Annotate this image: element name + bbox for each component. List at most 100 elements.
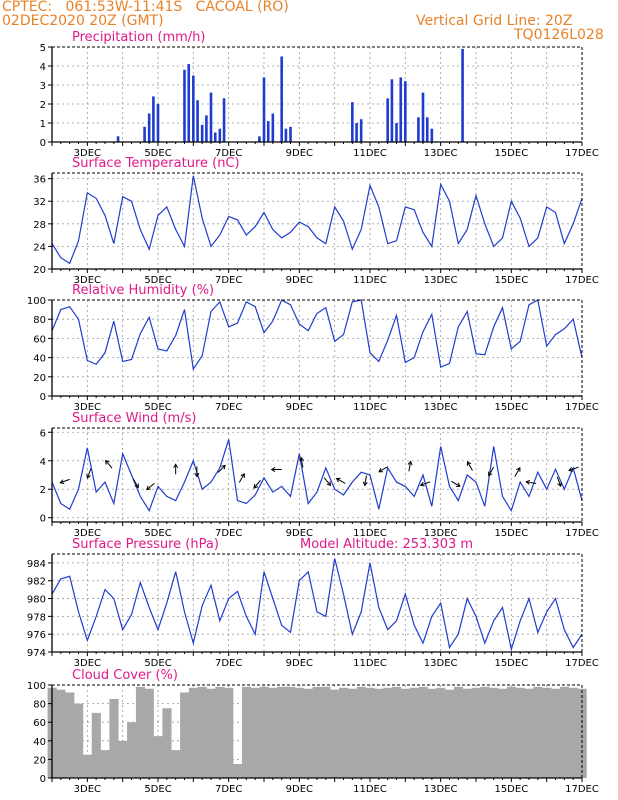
precip-bar <box>183 69 186 142</box>
y-tick-label: 24 <box>33 242 46 253</box>
cloud-bar <box>162 708 172 778</box>
wind-vector-head <box>105 459 110 465</box>
pres-series-line <box>51 558 583 652</box>
y-tick-label: 982 <box>27 577 46 588</box>
precip-bar <box>143 126 146 142</box>
cloud-bar <box>551 688 561 778</box>
x-tick-label: 15DEC <box>494 784 528 795</box>
wind-vector <box>300 457 304 468</box>
header-code: TQ0126L028 <box>514 27 604 43</box>
cloud-bar <box>188 687 199 778</box>
cloud-bar <box>56 689 66 778</box>
y-tick-label: 980 <box>27 595 46 606</box>
cloud-bar <box>286 686 296 778</box>
wind-vector <box>451 480 461 487</box>
cloud-bar <box>374 688 384 778</box>
precip-bar <box>399 77 403 142</box>
wind-vector <box>336 478 346 484</box>
y-tick-label: 28 <box>33 220 46 231</box>
wind-vector <box>378 466 388 473</box>
x-tick-label: 11DEC <box>353 658 387 669</box>
y-tick-label: 6 <box>40 428 46 439</box>
wind-vector-head <box>378 467 384 473</box>
cloud-bar <box>277 686 287 778</box>
x-tick-label: 15DEC <box>494 402 528 413</box>
wind-vector-head <box>270 467 276 472</box>
precip-bar <box>404 81 407 142</box>
x-tick-label: 11DEC <box>353 148 387 159</box>
panel-title-temp: Surface Temperature (nC) <box>72 156 240 171</box>
cloud-bar <box>206 688 216 778</box>
wind-vector-head <box>516 466 521 472</box>
cloud-bar <box>153 736 163 778</box>
precip-bar <box>289 126 292 142</box>
x-tick-label: 7DEC <box>215 528 242 539</box>
wind-vector <box>217 465 226 473</box>
wind-vector-head <box>568 467 574 472</box>
y-tick-label: 3 <box>40 81 46 92</box>
y-tick-label: 2 <box>40 485 46 496</box>
wind-vector-head <box>240 473 245 478</box>
precip-bar <box>390 79 394 142</box>
precip-bar <box>355 123 358 142</box>
x-tick-label: 7DEC <box>215 275 242 286</box>
precip-bar <box>417 117 420 142</box>
cloud-bar <box>515 687 525 778</box>
cloud-bar <box>215 686 225 778</box>
precip-bar <box>187 64 191 142</box>
cloud-bar <box>127 722 137 778</box>
cloud-bar <box>409 687 419 778</box>
x-tick-label: 9DEC <box>286 402 313 413</box>
precip-bar <box>425 117 429 142</box>
wind-vector-head <box>173 463 179 468</box>
wind-vector-head <box>488 471 493 477</box>
y-tick-label: 60 <box>33 718 46 729</box>
wind-vector <box>60 478 70 484</box>
wind-vector <box>556 476 562 487</box>
x-tick-label: 5DEC <box>144 658 171 669</box>
precip-bar <box>395 123 398 142</box>
cloud-bar <box>180 692 190 778</box>
y-tick-label: 80 <box>33 315 46 326</box>
wind-vector <box>526 481 537 485</box>
y-tick-label: 974 <box>27 648 46 659</box>
y-tick-label: 40 <box>33 737 46 748</box>
precip-bar <box>461 48 464 142</box>
x-tick-label: 5DEC <box>144 402 171 413</box>
cloud-bar <box>197 686 207 778</box>
precip-bar <box>152 96 155 142</box>
x-tick-label: 17DEC <box>565 528 599 539</box>
x-tick-label: 11DEC <box>353 528 387 539</box>
x-tick-label: 15DEC <box>494 658 528 669</box>
cloud-bar <box>356 686 366 778</box>
cloud-bar <box>259 686 269 778</box>
x-tick-label: 9DEC <box>286 658 313 669</box>
x-tick-label: 13DEC <box>424 784 458 795</box>
precip-bar <box>421 92 425 142</box>
x-tick-label: 11DEC <box>353 784 387 795</box>
x-tick-label: 13DEC <box>424 148 458 159</box>
x-tick-label: 5DEC <box>144 528 171 539</box>
x-tick-label: 13DEC <box>424 275 458 286</box>
precip-bar <box>359 119 363 142</box>
wind-vector-head <box>134 483 139 489</box>
cloud-bar <box>241 686 252 778</box>
panel-title-wind: Surface Wind (m/s) <box>72 411 196 426</box>
y-tick-label: 20 <box>33 265 46 276</box>
cloud-bar <box>135 686 146 778</box>
y-tick-label: 4 <box>40 457 46 468</box>
cloud-bar <box>303 688 313 778</box>
wind-vector <box>238 473 245 483</box>
x-tick-label: 9DEC <box>286 275 313 286</box>
x-tick-label: 17DEC <box>565 148 599 159</box>
y-tick-label: 0 <box>40 774 46 785</box>
y-tick-label: 984 <box>27 559 46 570</box>
cloud-bar <box>480 686 490 778</box>
x-tick-label: 13DEC <box>424 658 458 669</box>
wind-vector-head <box>253 484 258 489</box>
x-tick-label: 3DEC <box>74 275 101 286</box>
x-tick-label: 15DEC <box>494 275 528 286</box>
x-tick-label: 7DEC <box>215 658 242 669</box>
x-tick-label: 17DEC <box>565 784 599 795</box>
wind-vector <box>146 482 155 491</box>
